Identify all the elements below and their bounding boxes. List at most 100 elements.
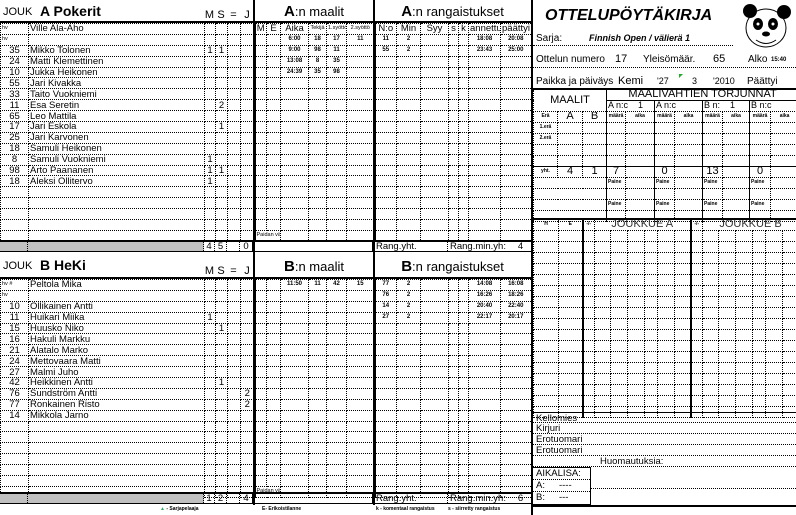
shift-cell[interactable] [752, 273, 766, 286]
shift-cell[interactable] [674, 240, 691, 253]
penalty-given[interactable] [468, 219, 501, 231]
player-number[interactable]: 11 [0, 311, 29, 324]
shift-cell[interactable] [718, 262, 736, 275]
penalty-given[interactable]: 20:40 [468, 300, 501, 313]
shift-cell[interactable] [533, 262, 559, 275]
player-m[interactable] [204, 300, 216, 313]
shift-cell[interactable] [674, 295, 691, 308]
player-name[interactable]: Matti Klemettinen [28, 55, 205, 68]
player-m[interactable]: 1 [204, 153, 216, 166]
penalty-number[interactable] [373, 219, 397, 231]
goal-assist-2[interactable] [346, 164, 375, 177]
penalty-k[interactable] [458, 333, 469, 346]
shift-cell[interactable] [752, 262, 766, 275]
penalty-k[interactable] [458, 311, 469, 324]
penalty-minutes[interactable]: 2 [396, 289, 421, 302]
shift-cell[interactable] [702, 273, 719, 286]
shift-cell[interactable] [765, 273, 783, 286]
player-name[interactable]: Taito Vuokniemi [28, 88, 205, 101]
goal-time[interactable] [280, 475, 309, 487]
shift-cell[interactable] [657, 361, 675, 374]
period-saves[interactable] [749, 132, 772, 145]
penalty-ended[interactable] [500, 175, 533, 188]
penalty-ended[interactable] [500, 453, 533, 466]
shift-cell[interactable] [752, 339, 766, 352]
goal-assist-1[interactable]: 35 [326, 55, 347, 68]
player-m[interactable] [204, 77, 216, 90]
shift-cell[interactable] [702, 328, 719, 341]
goal-assist-1[interactable] [326, 131, 347, 144]
goal-scorer[interactable] [308, 398, 327, 411]
shift-cell[interactable] [689, 295, 703, 308]
player-number[interactable]: 27 [0, 366, 29, 379]
penalty-reason[interactable] [420, 164, 449, 177]
goal-m[interactable] [253, 110, 267, 123]
penalty-number[interactable] [373, 66, 397, 79]
penalty-ended[interactable] [500, 164, 533, 177]
penalty-ended[interactable]: 25:00 [500, 44, 533, 57]
penalty-ended[interactable]: päättyi [500, 23, 533, 35]
player-eq[interactable] [227, 219, 241, 231]
player-number[interactable]: 21 [0, 344, 29, 357]
shift-cell[interactable] [752, 394, 766, 407]
goal-assist-1[interactable]: 42 [326, 279, 347, 291]
goal-assist-2[interactable] [346, 208, 375, 221]
penalty-s[interactable]: s [448, 23, 459, 35]
goal-time[interactable] [280, 420, 309, 433]
penalty-given[interactable] [468, 175, 501, 188]
referee-2-field[interactable]: Erotuomari [533, 445, 796, 456]
shift-cell[interactable] [627, 328, 645, 341]
penalty-reason[interactable] [420, 219, 449, 231]
penalty-number[interactable]: N:o [373, 23, 397, 35]
goal-assist-2[interactable] [346, 475, 375, 487]
shift-cell[interactable] [689, 306, 703, 319]
goal-scorer[interactable] [308, 99, 327, 112]
shift-cell[interactable] [644, 273, 658, 286]
player-name[interactable]: Arto Paananen [28, 164, 205, 177]
shift-cell[interactable] [765, 383, 783, 396]
penalty-ended[interactable]: 22:40 [500, 300, 533, 313]
goal-assist-1[interactable] [326, 398, 347, 411]
penalty-ended[interactable]: 20:08 [500, 33, 533, 46]
shift-cell[interactable] [718, 394, 736, 407]
penalty-given[interactable] [468, 197, 501, 210]
player-m[interactable] [204, 344, 216, 357]
goal-time[interactable] [280, 333, 309, 346]
penalty-given[interactable] [468, 66, 501, 79]
goal-scorer[interactable] [308, 387, 327, 400]
player-name[interactable]: Leo Mattila [28, 110, 205, 123]
penalty-minutes[interactable] [396, 219, 421, 231]
player-s[interactable] [215, 66, 228, 79]
goal-scorer[interactable] [308, 131, 327, 144]
penalty-number[interactable] [373, 464, 397, 477]
shift-cell[interactable] [781, 295, 796, 308]
shift-cell[interactable] [581, 262, 595, 275]
shift-cell[interactable] [752, 284, 766, 297]
period-saves[interactable] [770, 132, 796, 145]
penalty-given[interactable]: 16:26 [468, 289, 501, 302]
penalty-reason[interactable] [420, 77, 449, 90]
goal-time[interactable]: 13:08 [280, 55, 309, 68]
penalty-ended[interactable] [500, 398, 533, 411]
penalty-minutes[interactable] [396, 453, 421, 466]
penalty-s[interactable] [448, 387, 459, 400]
goal-assist-2[interactable] [346, 153, 375, 166]
goal-m[interactable] [253, 55, 267, 68]
goal-time[interactable] [280, 344, 309, 357]
period-saves[interactable] [770, 121, 796, 134]
penalty-given[interactable] [468, 186, 501, 199]
shift-cell[interactable] [644, 350, 658, 363]
goal-e[interactable] [266, 333, 281, 346]
paine-value[interactable] [770, 187, 796, 200]
goal-assist-1[interactable] [326, 322, 347, 335]
penalty-minutes[interactable] [396, 208, 421, 221]
date-month[interactable]: 3 [692, 76, 698, 86]
shift-cell[interactable] [533, 361, 559, 374]
penalty-reason[interactable] [420, 44, 449, 57]
player-number[interactable]: hv [0, 33, 29, 46]
period-goals-b[interactable] [581, 154, 608, 167]
shift-cell[interactable] [735, 273, 753, 286]
shift-cell[interactable] [781, 339, 796, 352]
shift-cell[interactable] [674, 394, 691, 407]
penalty-minutes[interactable] [396, 66, 421, 79]
